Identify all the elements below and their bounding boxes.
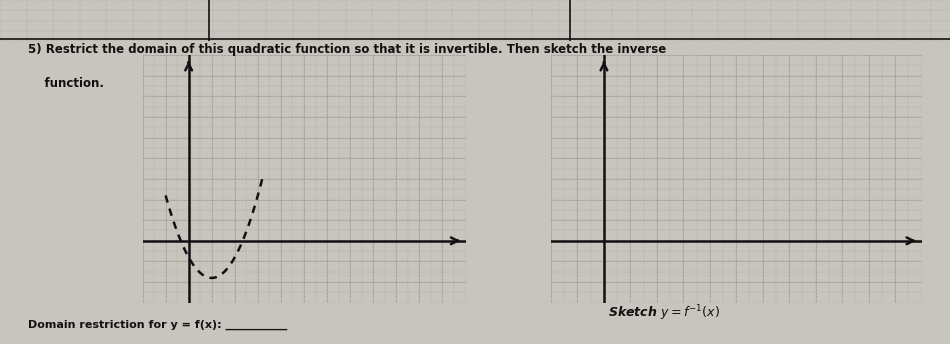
Text: 5) Restrict the domain of this quadratic function so that it is invertible. Then: 5) Restrict the domain of this quadratic…: [28, 43, 667, 56]
Text: function.: function.: [28, 77, 104, 90]
Text: Domain restriction for y = f(x): ___________: Domain restriction for y = f(x): _______…: [28, 320, 288, 330]
Text: Sketch $y = f^{-1}(x)$: Sketch $y = f^{-1}(x)$: [608, 304, 720, 323]
